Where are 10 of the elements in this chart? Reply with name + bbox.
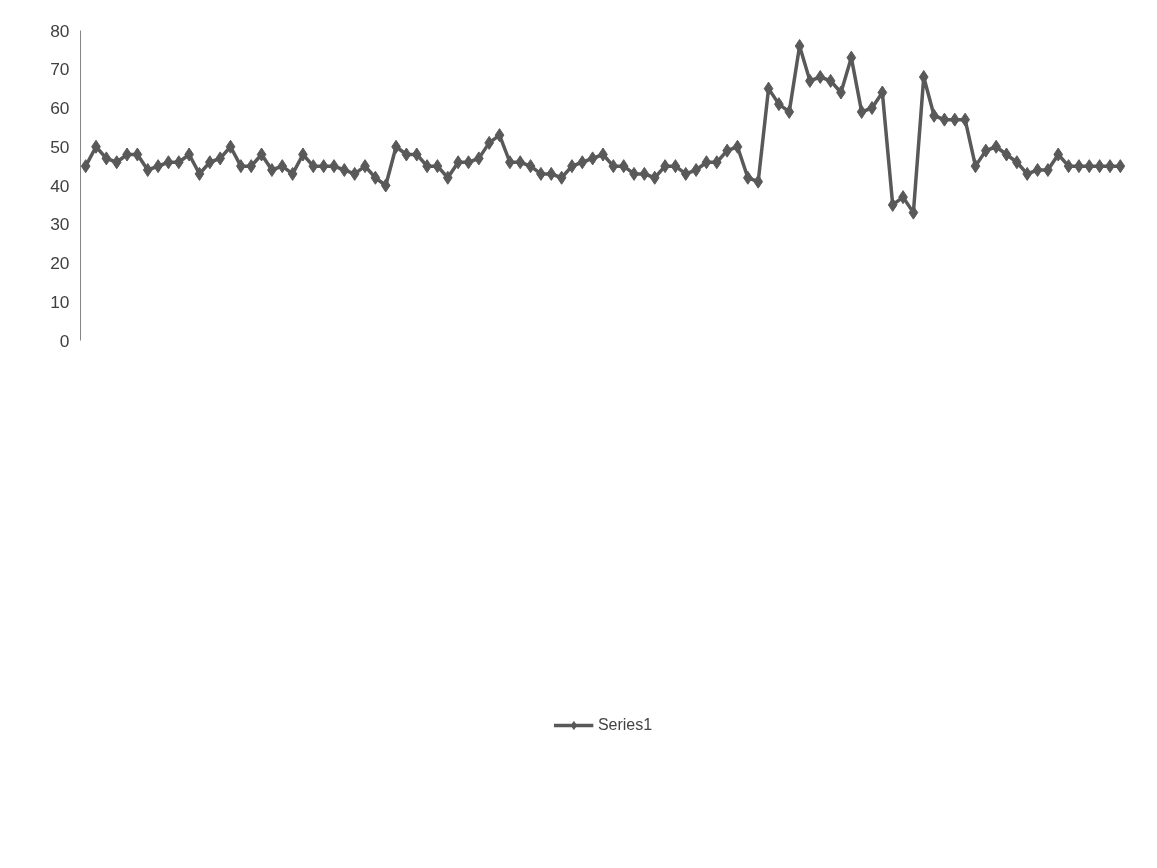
y-tick-label: 10 — [50, 291, 70, 312]
y-tick-label: 50 — [50, 136, 70, 157]
y-tick-label: 30 — [50, 214, 70, 235]
y-tick-label: 60 — [50, 98, 70, 118]
y-tick-label: 40 — [50, 175, 70, 196]
legend-label: Series1 — [597, 716, 653, 734]
y-tick-label: 80 — [50, 20, 70, 41]
y-tick-label: 70 — [50, 59, 70, 80]
y-tick-label: 20 — [50, 253, 70, 273]
y-tick-label: 0 — [59, 330, 70, 351]
